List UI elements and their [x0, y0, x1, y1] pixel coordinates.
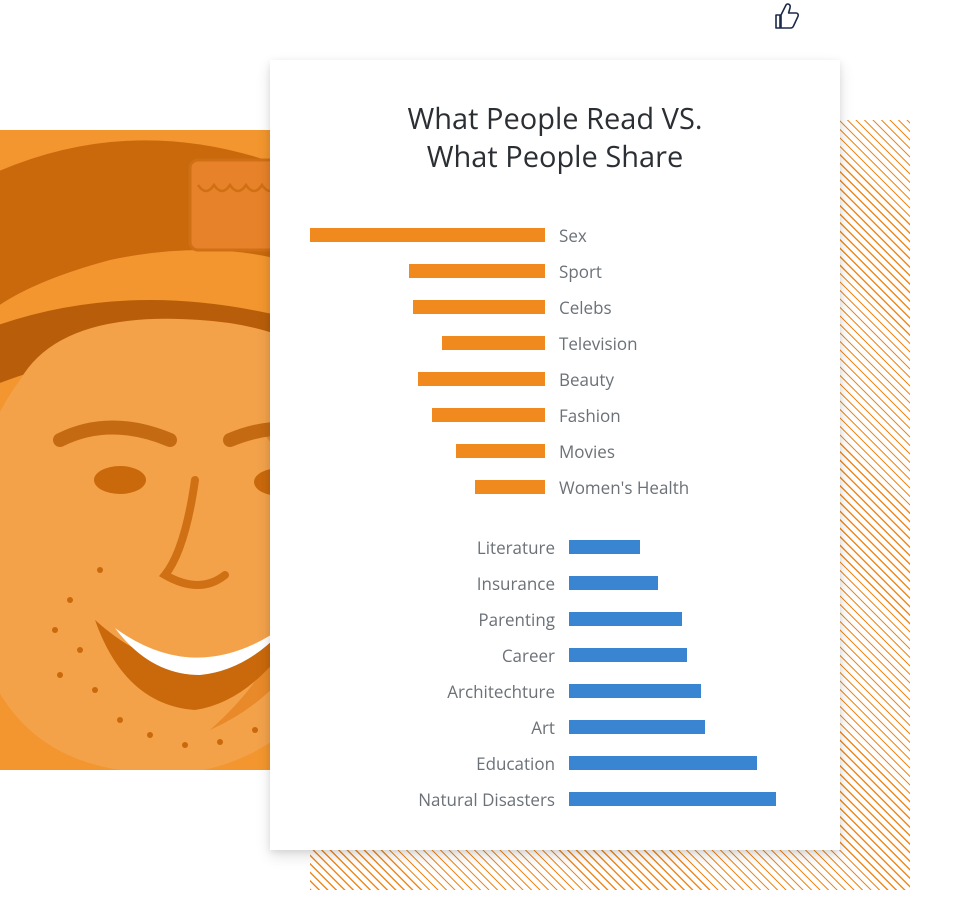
share-bar-label: Career — [310, 645, 569, 667]
share-bar-label: Architechture — [310, 681, 569, 703]
share-bar-label: Art — [310, 717, 569, 739]
chart-bars: Sex Sport Celebs Television Beauty Fashion Mov… — [310, 225, 800, 811]
share-bar-row: Architechture — [310, 681, 800, 703]
read-bar — [456, 444, 545, 458]
bar-area — [569, 648, 800, 664]
bar-area — [310, 372, 545, 388]
bar-area — [310, 480, 545, 496]
read-bar-row: Movies — [310, 441, 800, 463]
share-bar-group: Literature Insurance Parenting Career Archit… — [310, 537, 800, 811]
share-bar-label: Natural Disasters — [310, 789, 569, 811]
read-bar-label: Sex — [545, 225, 601, 247]
bar-area — [569, 756, 800, 772]
chart-title: What People Read VS. What People Share — [310, 100, 800, 175]
share-bar-row: Art — [310, 717, 800, 739]
share-bar-row: Education — [310, 753, 800, 775]
share-bar — [569, 792, 776, 806]
share-bar-row: Natural Disasters — [310, 789, 800, 811]
share-bar — [569, 720, 705, 734]
read-bar — [310, 228, 545, 242]
bar-area — [310, 336, 545, 352]
read-bar — [418, 372, 545, 386]
thumbs-up-icon — [770, 0, 802, 32]
group-gap — [310, 513, 800, 537]
read-bar-label: Beauty — [545, 369, 628, 391]
bar-area — [569, 576, 800, 592]
share-bar — [569, 684, 701, 698]
share-bar — [569, 576, 658, 590]
bar-area — [569, 792, 800, 808]
read-bar-row: Sex — [310, 225, 800, 247]
read-bar — [409, 264, 545, 278]
read-bar-label: Fashion — [545, 405, 635, 427]
bar-area — [310, 264, 545, 280]
bar-area — [569, 720, 800, 736]
share-bar-label: Parenting — [310, 609, 569, 631]
read-bar-row: Celebs — [310, 297, 800, 319]
share-bar-label: Education — [310, 753, 569, 775]
share-bar-row: Literature — [310, 537, 800, 559]
share-bar-row: Career — [310, 645, 800, 667]
read-bar-label: Sport — [545, 261, 616, 283]
read-bar — [413, 300, 545, 314]
share-bar-label: Literature — [310, 537, 569, 559]
read-bar — [475, 480, 546, 494]
share-bar — [569, 648, 687, 662]
bar-area — [310, 444, 545, 460]
bar-area — [310, 300, 545, 316]
read-bar — [442, 336, 545, 350]
share-bar-label: Insurance — [310, 573, 569, 595]
chart-card: What People Read VS. What People Share S… — [270, 60, 840, 850]
share-bar — [569, 612, 682, 626]
read-bar-row: Women's Health — [310, 477, 800, 499]
read-bar-row: Beauty — [310, 369, 800, 391]
read-bar-label: Television — [545, 333, 652, 355]
read-bar-label: Celebs — [545, 297, 626, 319]
read-bar-row: Television — [310, 333, 800, 355]
share-bar — [569, 756, 757, 770]
bar-area — [569, 540, 800, 556]
read-bar-label: Women's Health — [545, 477, 703, 499]
read-bar-group: Sex Sport Celebs Television Beauty Fashion Mov… — [310, 225, 800, 499]
bar-area — [569, 684, 800, 700]
read-bar-row: Fashion — [310, 405, 800, 427]
read-bar-label: Movies — [545, 441, 629, 463]
read-bar-row: Sport — [310, 261, 800, 283]
share-bar — [569, 540, 640, 554]
bar-area — [310, 408, 545, 424]
bar-area — [569, 612, 800, 628]
share-bar-row: Insurance — [310, 573, 800, 595]
bar-area — [310, 228, 545, 244]
share-bar-row: Parenting — [310, 609, 800, 631]
read-bar — [432, 408, 545, 422]
